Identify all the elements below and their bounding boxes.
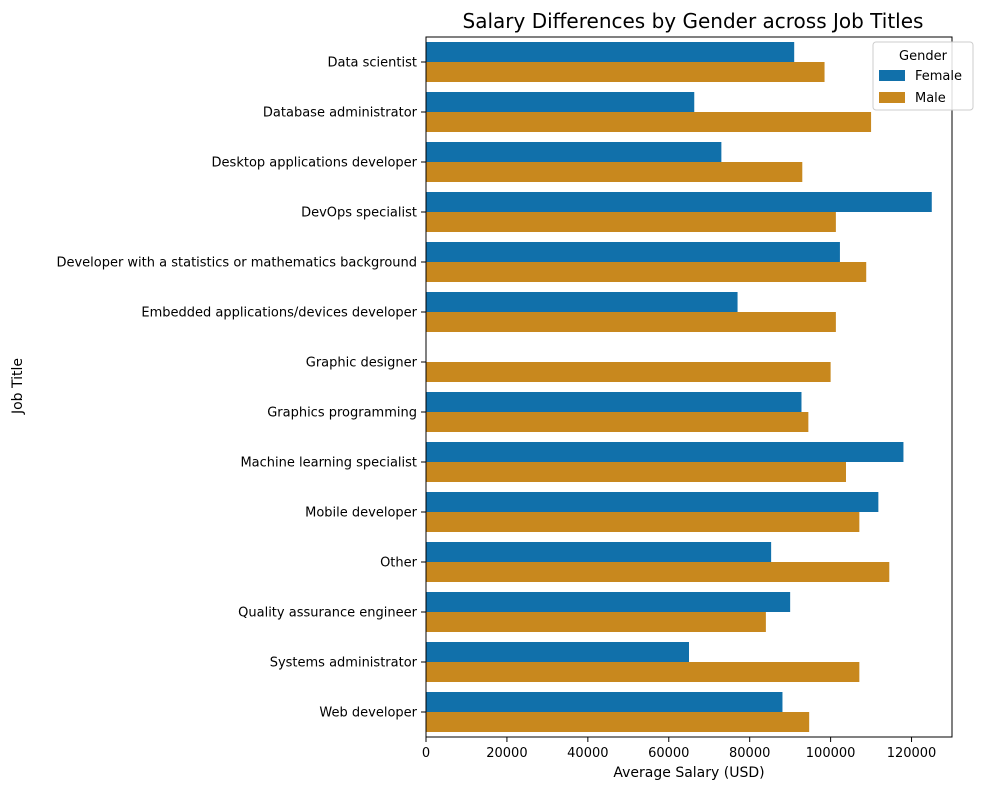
x-tick-label: 80000	[729, 746, 770, 761]
x-tick-label: 0	[422, 746, 430, 761]
bar-male-4	[426, 212, 836, 232]
bar-male-10	[426, 512, 860, 532]
y-tick-label: Web developer	[319, 706, 417, 721]
legend-label-female: Female	[915, 69, 962, 84]
bars-layer	[426, 42, 932, 732]
y-tick-label: Machine learning specialist	[240, 456, 417, 471]
y-tick-label: Systems administrator	[270, 656, 418, 671]
x-tick-label: 100000	[806, 746, 856, 761]
bar-female-11	[426, 542, 772, 562]
y-tick-label: Graphic designer	[306, 356, 418, 371]
x-tick-label: 60000	[648, 746, 689, 761]
bar-female-2	[426, 92, 695, 112]
bar-male-8	[426, 412, 809, 432]
bar-male-12	[426, 612, 766, 632]
bar-male-5	[426, 262, 867, 282]
y-tick-label: DevOps specialist	[301, 206, 417, 221]
y-tick-label: Data scientist	[327, 56, 417, 71]
bar-female-6	[426, 292, 738, 312]
bar-male-11	[426, 562, 890, 582]
bar-male-7	[426, 362, 831, 382]
bar-male-6	[426, 312, 836, 332]
y-tick-label: Database administrator	[263, 106, 418, 121]
y-tick-label: Embedded applications/devices developer	[141, 306, 417, 321]
chart-title: Salary Differences by Gender across Job …	[463, 9, 924, 33]
bar-female-12	[426, 592, 791, 612]
bar-female-5	[426, 242, 840, 262]
bar-male-13	[426, 662, 860, 682]
legend-label-male: Male	[915, 91, 946, 106]
legend: Gender Female Male	[872, 41, 974, 111]
bar-male-9	[426, 462, 846, 482]
y-axis-label: Job Title	[10, 358, 26, 415]
x-axis-label: Average Salary (USD)	[613, 765, 764, 781]
bar-female-14	[426, 692, 783, 712]
bar-female-13	[426, 642, 689, 662]
axes-layer: 0 20000 40000 60000 80000 100000 120000 Data sc…	[56, 36, 953, 761]
y-tick-label: Quality assurance engineer	[238, 606, 418, 621]
bar-male-2	[426, 112, 872, 132]
legend-swatch-female	[879, 70, 905, 81]
x-tick-label: 20000	[486, 746, 527, 761]
y-tick-label: Desktop applications developer	[212, 156, 418, 171]
y-tick-label: Mobile developer	[305, 506, 418, 521]
legend-swatch-male	[879, 92, 905, 103]
bar-male-14	[426, 712, 810, 732]
bar-female-3	[426, 142, 722, 162]
bar-female-4	[426, 192, 932, 212]
bar-male-1	[426, 62, 825, 82]
y-tick-label: Graphics programming	[267, 406, 417, 421]
plot-frame	[425, 36, 953, 738]
x-tick-label: 40000	[567, 746, 608, 761]
legend-title: Gender	[899, 49, 948, 64]
bar-female-9	[426, 442, 904, 462]
bar-female-1	[426, 42, 795, 62]
bar-female-8	[426, 392, 802, 412]
x-tick-label: 120000	[887, 746, 937, 761]
bar-male-3	[426, 162, 803, 182]
bar-female-10	[426, 492, 879, 512]
y-tick-label: Developer with a statistics or mathemati…	[56, 256, 417, 271]
y-tick-label: Other	[380, 556, 418, 571]
